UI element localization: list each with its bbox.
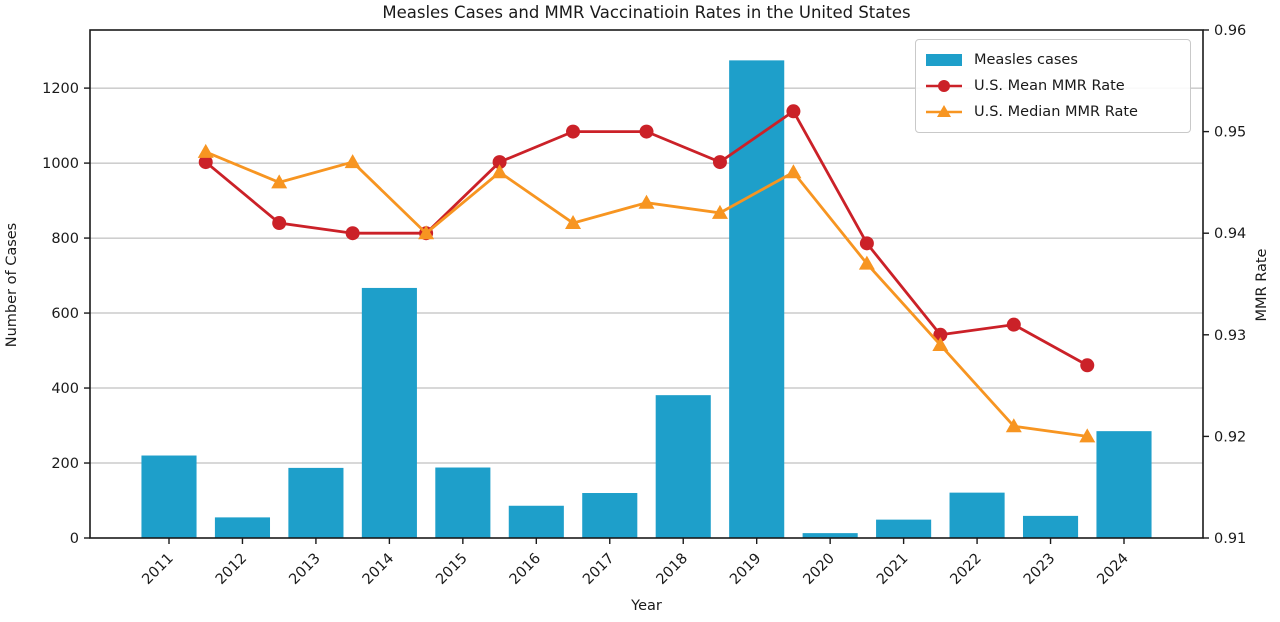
triangle-marker — [785, 164, 802, 179]
triangle-marker — [197, 143, 214, 158]
legend-label: U.S. Mean MMR Rate — [974, 78, 1125, 94]
triangle-marker — [932, 336, 949, 351]
circle-marker — [1080, 358, 1095, 373]
x-tick-label: 2011 — [139, 551, 176, 588]
triangle-marker — [344, 154, 361, 169]
triangle-marker — [1079, 428, 1096, 443]
plot-border — [89, 29, 1204, 539]
triangle-marker — [565, 215, 582, 230]
measles-cases-bar — [655, 395, 711, 538]
circle-marker — [859, 236, 874, 251]
circle-marker — [198, 155, 213, 170]
circle-marker — [786, 104, 801, 119]
legend-item-measles-cases: Measles cases — [925, 47, 1180, 73]
y-tick-label-right: 0.94 — [1214, 226, 1246, 242]
median-mmr-line — [205, 150, 1088, 438]
x-tick-label: 2022 — [947, 551, 984, 588]
legend: Measles cases U.S. Mean MMR Rate U.S. Me… — [915, 39, 1191, 133]
circle-marker — [492, 155, 507, 170]
circle-marker — [1006, 317, 1021, 332]
y-tick-label-left: 600 — [51, 306, 79, 322]
y-tick-label-right: 0.93 — [1214, 328, 1246, 344]
circle-marker — [345, 226, 360, 241]
triangle-marker — [1005, 418, 1022, 433]
x-tick-label: 2016 — [507, 551, 544, 588]
measles-cases-bar — [1022, 515, 1079, 538]
x-tick-label: 2013 — [286, 551, 323, 588]
x-tick-label: 2023 — [1021, 551, 1058, 588]
legend-label: U.S. Median MMR Rate — [974, 104, 1138, 120]
circle-marker — [639, 124, 654, 139]
triangle-marker — [491, 164, 508, 179]
legend-item-mean-mmr-rate: U.S. Mean MMR Rate — [925, 73, 1180, 99]
measles-cases-bar — [582, 493, 638, 538]
x-tick-label: 2019 — [727, 551, 764, 588]
x-tick-label: 2020 — [801, 551, 838, 588]
x-tick-label: 2021 — [874, 551, 911, 588]
y-tick-label-left: 800 — [51, 231, 79, 247]
measles-cases-bar — [1096, 431, 1152, 538]
measles-cases-bar — [288, 467, 344, 538]
y-tick-label-right: 0.92 — [1214, 429, 1246, 445]
triangle-marker — [271, 174, 288, 189]
legend-label: Measles cases — [974, 52, 1078, 68]
triangle-marker — [711, 204, 728, 219]
x-tick-label: 2017 — [580, 551, 617, 588]
measles-cases-bar — [876, 519, 932, 538]
measles-cases-bar — [508, 505, 564, 538]
measles-cases-bar — [361, 287, 417, 538]
line-triangle-marker-icon — [925, 104, 965, 120]
measles-cases-bar — [214, 517, 271, 538]
x-tick-label: 2015 — [433, 551, 470, 588]
y-tick-label-left: 400 — [51, 381, 79, 397]
line-circle-marker-icon — [925, 78, 965, 94]
x-tick-label: 2024 — [1094, 551, 1131, 588]
bar-swatch-icon — [925, 52, 965, 68]
y-tick-label-left: 1000 — [42, 156, 79, 172]
y-axis-label-left: Number of Cases — [4, 222, 20, 348]
circle-marker — [566, 124, 581, 139]
triangle-marker — [638, 194, 655, 209]
legend-item-median-mmr-rate: U.S. Median MMR Rate — [925, 99, 1180, 125]
circle-marker — [712, 155, 727, 170]
chart-title: Measles Cases and MMR Vaccinatioin Rates… — [382, 3, 911, 22]
triangle-marker — [418, 225, 435, 240]
y-tick-label-right: 0.91 — [1214, 531, 1246, 547]
x-tick-label: 2012 — [213, 551, 250, 588]
y-tick-label-right: 0.95 — [1214, 125, 1246, 141]
y-tick-label-left: 1200 — [42, 81, 79, 97]
y-tick-label-right: 0.96 — [1214, 23, 1246, 39]
measles-cases-bar — [729, 60, 785, 539]
triangle-marker — [858, 255, 875, 270]
measles-cases-bar — [802, 533, 858, 538]
circle-marker — [933, 327, 948, 342]
circle-marker — [272, 216, 287, 231]
measles-cases-bar — [435, 467, 491, 538]
y-tick-label-left: 0 — [70, 531, 79, 547]
measles-cases-bar — [949, 492, 1005, 538]
x-axis-label: Year — [631, 598, 662, 614]
y-tick-label-left: 200 — [51, 456, 79, 472]
y-axis-label-right: MMR Rate — [1254, 248, 1270, 322]
x-tick-label: 2014 — [360, 551, 397, 588]
x-tick-label: 2018 — [654, 551, 691, 588]
measles-cases-bar — [141, 455, 197, 538]
